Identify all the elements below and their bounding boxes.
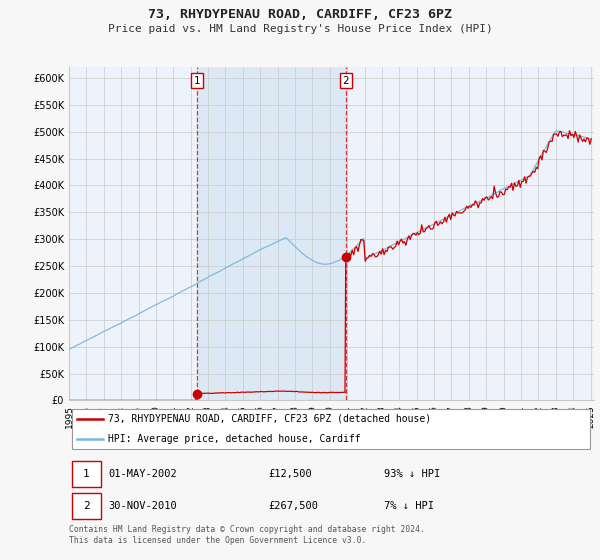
FancyBboxPatch shape xyxy=(71,409,590,449)
FancyBboxPatch shape xyxy=(71,461,101,487)
Text: 2: 2 xyxy=(343,76,349,86)
Text: 01-MAY-2002: 01-MAY-2002 xyxy=(109,469,177,479)
Text: Price paid vs. HM Land Registry's House Price Index (HPI): Price paid vs. HM Land Registry's House … xyxy=(107,24,493,34)
Text: 73, RHYDYPENAU ROAD, CARDIFF, CF23 6PZ (detached house): 73, RHYDYPENAU ROAD, CARDIFF, CF23 6PZ (… xyxy=(109,414,431,424)
Text: 1: 1 xyxy=(194,76,200,86)
Text: 1: 1 xyxy=(83,469,89,479)
Text: 73, RHYDYPENAU ROAD, CARDIFF, CF23 6PZ: 73, RHYDYPENAU ROAD, CARDIFF, CF23 6PZ xyxy=(148,8,452,21)
FancyBboxPatch shape xyxy=(71,493,101,519)
Text: 7% ↓ HPI: 7% ↓ HPI xyxy=(384,501,434,511)
Text: 2: 2 xyxy=(83,501,89,511)
Text: 30-NOV-2010: 30-NOV-2010 xyxy=(109,501,177,511)
Bar xyxy=(197,67,346,400)
Text: £267,500: £267,500 xyxy=(269,501,319,511)
Text: Contains HM Land Registry data © Crown copyright and database right 2024.
This d: Contains HM Land Registry data © Crown c… xyxy=(69,525,425,545)
Text: 93% ↓ HPI: 93% ↓ HPI xyxy=(384,469,440,479)
Text: £12,500: £12,500 xyxy=(269,469,312,479)
Text: HPI: Average price, detached house, Cardiff: HPI: Average price, detached house, Card… xyxy=(109,434,361,444)
